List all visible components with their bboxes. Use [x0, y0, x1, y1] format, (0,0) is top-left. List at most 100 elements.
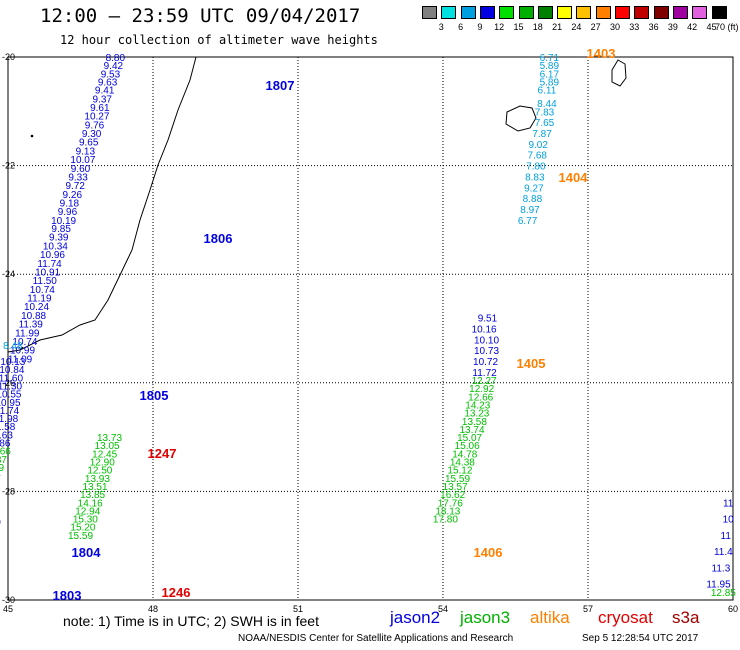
wave-height-label: 11.60	[0, 373, 23, 384]
wave-height-label: 7.80	[526, 162, 546, 173]
lat-tick-label: -24	[2, 269, 15, 279]
coast-dot	[30, 134, 34, 138]
wave-height-label: 12.45	[92, 449, 117, 460]
credit-text: NOAA/NESDIS Center for Satellite Applica…	[238, 633, 514, 644]
legend-swatch	[557, 6, 573, 19]
legend-swatch	[653, 6, 669, 19]
pass-number-label: 1403	[587, 46, 616, 61]
reunion-island	[505, 105, 537, 132]
wave-height-label: 9.39	[49, 233, 69, 244]
wave-height-label: 16.62	[440, 490, 465, 501]
wave-height-label: 13.74	[459, 425, 484, 436]
lat-tick-label: -30	[2, 595, 15, 605]
wave-height-label: 13.85	[80, 490, 105, 501]
wave-height-label: 11.77	[0, 474, 1, 485]
wave-height-label: 7.87	[532, 129, 552, 140]
wave-height-label: 11.19	[27, 294, 52, 305]
pass-number-label: 1404	[559, 170, 589, 185]
wave-height-label: 10.99	[10, 346, 35, 357]
wave-height-label: 9.72	[65, 181, 85, 192]
wave-height-label: 11.95	[706, 580, 731, 591]
satellite-s3a: s3a	[672, 608, 700, 627]
wave-height-label: 6.11	[538, 86, 557, 97]
wave-height-label: 11.72	[472, 368, 497, 379]
wave-height-label: 10.10	[474, 335, 499, 346]
wave-height-label: 11.86	[0, 439, 11, 450]
wave-height-label: 6.17	[540, 69, 560, 80]
lon-tick-label: 45	[3, 604, 13, 614]
wave-height-label: 15.06	[455, 441, 480, 452]
wave-height-label: 9.13	[76, 146, 96, 157]
wave-height-label: 10.91	[35, 267, 60, 278]
legend-swatch	[634, 6, 650, 19]
coast-dot	[20, 346, 24, 350]
legend-label: 24	[571, 22, 582, 32]
wave-height-label: 10.19	[51, 216, 76, 227]
wave-height-label: 14.38	[450, 458, 475, 469]
wave-height-label: 11.50	[33, 276, 58, 287]
wave-height-label: 10.27	[84, 112, 109, 123]
wave-height-label: 9.18	[60, 199, 80, 210]
wave-height-label: 7.68	[528, 151, 548, 162]
legend-swatch	[576, 6, 592, 19]
wave-height-label: 18.13	[435, 506, 460, 517]
legend-swatch	[595, 6, 611, 19]
wave-height-label: 10.88	[21, 311, 46, 322]
legend-label: 33	[629, 22, 640, 32]
lat-tick-label: -22	[2, 161, 15, 171]
lon-tick-label: 51	[293, 604, 303, 614]
legend-label: 42	[687, 22, 698, 32]
wave-height-label: 11.98	[0, 414, 19, 425]
wave-height-label: 9.53	[101, 69, 121, 80]
wave-height-label: 12.66	[0, 447, 11, 458]
wave-height-label: 15.07	[457, 433, 482, 444]
lon-tick-label: 57	[583, 604, 593, 614]
satellite-altika: altika	[530, 608, 570, 627]
page-title: 12:00 – 23:59 UTC 09/04/2017	[40, 5, 361, 27]
wave-height-label: 8.88	[523, 194, 543, 205]
pass-number-label: 1805	[140, 388, 169, 403]
legend-label: 36	[648, 22, 659, 32]
wave-height-label: 13.51	[82, 482, 107, 493]
wave-height-label: 15.59	[68, 531, 93, 542]
legend-label: 6	[458, 22, 464, 32]
madagascar-coastline	[7, 56, 197, 353]
wave-height-label: 12.92	[469, 384, 494, 395]
legend-label: 39	[667, 22, 678, 32]
lat-tick-label: -28	[2, 486, 15, 496]
wave-height-label: 11.74	[37, 259, 62, 270]
wave-height-label: 8.97	[520, 205, 540, 216]
legend-swatch	[711, 6, 727, 19]
wave-height-label: 15.30	[73, 515, 98, 526]
pass-number-label: 1247	[148, 446, 177, 461]
wave-height-label: 9.51	[478, 314, 498, 325]
wave-height-label: 12.50	[87, 466, 112, 477]
legend-swatch	[499, 6, 515, 19]
legend-label: 12	[494, 22, 505, 32]
map-frame	[7, 56, 734, 601]
pass-number-label: 1246	[162, 585, 191, 600]
legend-label: 9	[477, 22, 483, 32]
wave-height-label: 9.30	[82, 129, 102, 140]
legend-label: 27	[590, 22, 601, 32]
legend-label: 3	[438, 22, 444, 32]
pass-number-label: 1806	[204, 231, 233, 246]
satellite-jason2: jason2	[390, 608, 441, 627]
legend-swatch	[422, 6, 437, 19]
wave-height-label: 9.76	[85, 120, 105, 131]
legend-label: 21	[552, 22, 563, 32]
wave-height-label: 10.13	[0, 357, 25, 368]
legend-swatch	[692, 6, 708, 19]
wave-height-label: 9.65	[79, 138, 99, 149]
wave-height-label: 14.23	[465, 401, 490, 412]
pass-number-label: 1803	[53, 588, 82, 603]
wave-height-label: 8.83	[525, 172, 545, 183]
wave-height-label: 10.34	[43, 241, 68, 252]
pass-number-label: 1804	[72, 545, 102, 560]
wave-height-label: 9.37	[93, 94, 113, 105]
wave-height-label: 9.26	[63, 190, 83, 201]
wave-height-label: 14.78	[452, 449, 477, 460]
wave-height-label: 10.95	[0, 398, 21, 409]
wave-height-label: 13.23	[464, 409, 489, 420]
